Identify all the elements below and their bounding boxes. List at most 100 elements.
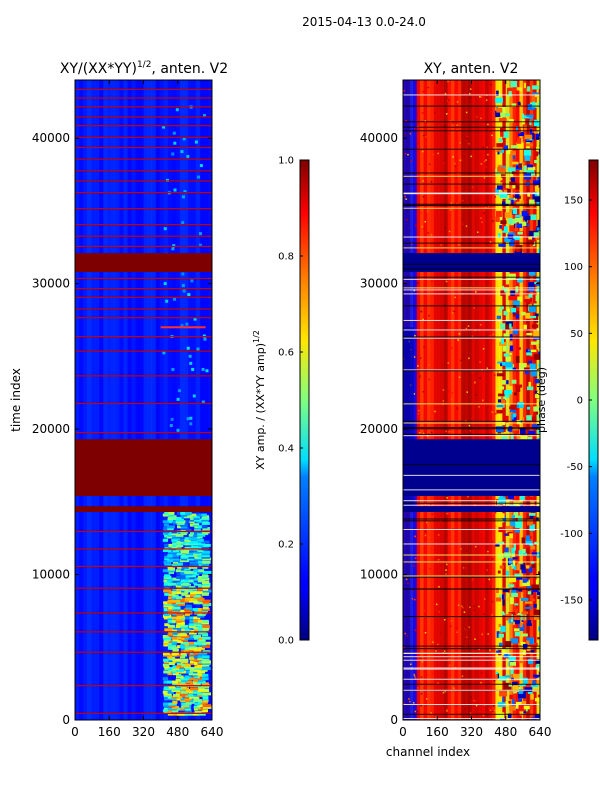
left-heatmap-cell (176, 575, 185, 579)
right-heatmap-speck (461, 349, 464, 351)
right-heatmap-noise-cell (532, 132, 535, 140)
left-heatmap-cell (181, 653, 187, 657)
right-heatmap-noise-cell (528, 286, 535, 292)
left-heatmap-flag-line (75, 97, 212, 99)
right-heatmap-noise-cell (500, 289, 505, 296)
right-heatmap-speck (484, 277, 487, 280)
right-heatmap-noise-cell (508, 273, 516, 280)
left-heatmap-cell (163, 604, 173, 608)
right-heatmap-speck (451, 392, 454, 394)
left-heatmap-speck (181, 284, 185, 288)
right-heatmap-noise-cell (535, 697, 540, 702)
left-heatmap-column (151, 80, 157, 720)
right-heatmap-noise-cell (509, 533, 514, 539)
left-heatmap-cell (171, 689, 181, 693)
right-heatmap-noise-cell (518, 689, 524, 694)
right-heatmap-speck (457, 339, 459, 341)
right-heatmap-speck (446, 538, 449, 540)
left-heatmap-cell (167, 643, 174, 647)
left-heatmap-cell (179, 658, 189, 662)
right-heatmap-noise-cell (538, 626, 540, 632)
right-heatmap-column (509, 80, 514, 720)
left-heatmap-cell (188, 672, 196, 676)
left-heatmap-cell (171, 641, 177, 645)
left-heatmap-cell (167, 616, 176, 620)
right-heatmap-speck (409, 700, 411, 703)
left-heatmap-cell (188, 624, 196, 628)
right-heatmap-noise-cell (534, 313, 539, 317)
left-heatmap-cell (198, 651, 208, 655)
left-heatmap-cell (163, 643, 171, 647)
right-heatmap-noise-cell (498, 676, 507, 681)
left-heatmap-cell (198, 601, 206, 605)
left-heatmap-cell (177, 640, 183, 644)
left-heatmap-cell (189, 523, 196, 527)
left-heatmap-cell (162, 651, 170, 655)
right-heatmap-noise-cell (516, 433, 520, 440)
right-heatmap-noise-cell (501, 594, 505, 600)
right-heatmap-noise-cell (499, 690, 508, 697)
left-heatmap-cell (175, 518, 184, 522)
left-heatmap-flag-line (75, 651, 212, 653)
left-heatmap-cell (184, 667, 192, 671)
right-heatmap-speck (430, 503, 432, 506)
left-heatmap-cell (171, 697, 180, 701)
right-heatmap-noise-cell (535, 133, 539, 140)
left-heatmap-speck (172, 131, 176, 135)
right-heatmap-speck (449, 209, 452, 211)
right-heatmap-noise-cell (526, 640, 530, 646)
left-heatmap-cell (197, 631, 204, 635)
left-heatmap-cell (163, 636, 172, 640)
left-heatmap-cell (189, 667, 196, 671)
left-heatmap-cell (202, 685, 210, 689)
right-heatmap-noise-cell (526, 637, 534, 645)
right-heatmap-speck (435, 650, 437, 652)
left-heatmap-cell (172, 560, 179, 564)
left-heatmap-cell (168, 687, 176, 691)
left-heatmap-cell (171, 520, 178, 524)
left-heatmap-cell (176, 618, 185, 622)
left-heatmap-speck (201, 367, 205, 371)
right-heatmap-noise-cell (498, 105, 502, 109)
right-heatmap-noise-cell (496, 210, 502, 217)
right-heatmap-speck (473, 609, 476, 611)
left-heatmap-cell (188, 648, 198, 652)
left-heatmap-cell (167, 577, 175, 581)
right-heatmap-noise-cell (534, 714, 540, 720)
right-heatmap-speck (480, 163, 483, 165)
right-heatmap-noise-cell (496, 108, 503, 113)
left-heatmap-cell (167, 527, 174, 531)
right-heatmap-noise-cell (499, 401, 505, 408)
left-heatmap-cell (172, 680, 178, 684)
left-heatmap-cell (175, 569, 181, 573)
right-heatmap-flag-line (403, 130, 540, 132)
x-tick-label: 640 (201, 725, 224, 739)
right-heatmap-noise-cell (514, 224, 518, 232)
right-heatmap-speck (459, 159, 462, 162)
left-heatmap-cell (163, 653, 172, 657)
right-heatmap-speck (417, 343, 420, 345)
right-heatmap-speck (492, 705, 495, 707)
right-heatmap-speck (475, 704, 478, 707)
right-heatmap-noise-cell (513, 512, 519, 518)
right-heatmap-flag-line (403, 576, 540, 578)
left-heatmap-cell (180, 557, 188, 561)
right-heatmap-noise-cell (526, 114, 534, 117)
right-heatmap-noise-cell (530, 128, 533, 136)
right-heatmap-speck (475, 545, 477, 548)
left-heatmap-cell (188, 690, 196, 694)
right-heatmap-speck (473, 382, 476, 384)
right-heatmap-speck (418, 432, 421, 434)
right-heatmap-speck (439, 631, 442, 634)
left-heatmap-cell (172, 613, 179, 617)
left-heatmap-hot-row (160, 326, 206, 329)
right-heatmap-speck (421, 225, 423, 228)
right-heatmap-speck (414, 334, 416, 337)
right-heatmap-noise-cell (504, 675, 512, 678)
right-heatmap-flag-line (403, 683, 540, 685)
left-heatmap-cell (180, 532, 187, 536)
right-heatmap-noise-cell (511, 564, 515, 569)
left-heatmap-cell (197, 575, 204, 579)
left-heatmap-cell (175, 601, 185, 605)
